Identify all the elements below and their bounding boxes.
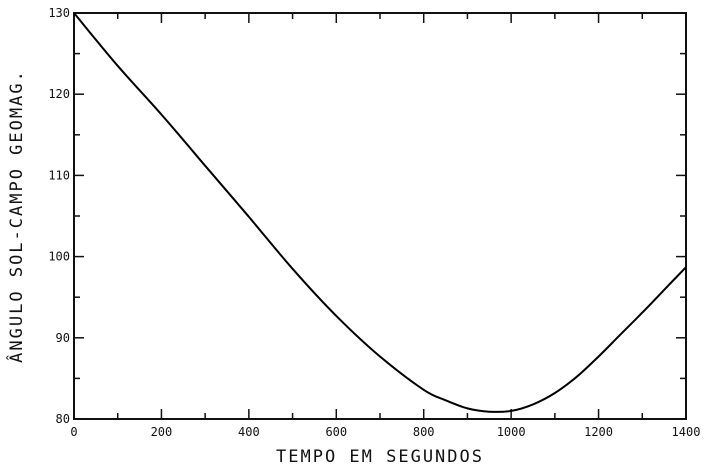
x-tick-label: 1000 [497,425,526,439]
data-series-line [73,12,687,413]
x-tick-label: 200 [151,425,173,439]
y-tick-label: 130 [48,6,70,20]
x-tick-label: 1400 [672,425,701,439]
y-tick-label: 90 [56,331,70,345]
y-tick-label: 120 [48,87,70,101]
plot-frame [73,12,687,420]
y-tick-label: 110 [48,168,70,182]
x-axis-title: TEMPO EM SEGUNDOS [276,447,484,467]
y-tick-labels: 80 90 100 110 120 130 [48,6,70,426]
x-tick-label: 800 [413,425,435,439]
y-tick-label: 80 [56,412,70,426]
axis-ticks [73,12,687,420]
y-tick-label: 100 [48,250,70,264]
x-tick-label: 400 [238,425,260,439]
x-tick-label: 1200 [584,425,613,439]
x-tick-label: 0 [70,425,77,439]
x-tick-label: 600 [325,425,347,439]
y-axis-title: ÂNGULO SOL-CAMPO GEOMAG. [5,69,27,363]
x-tick-labels: 0 200 400 600 800 1000 1200 1400 [70,425,700,439]
